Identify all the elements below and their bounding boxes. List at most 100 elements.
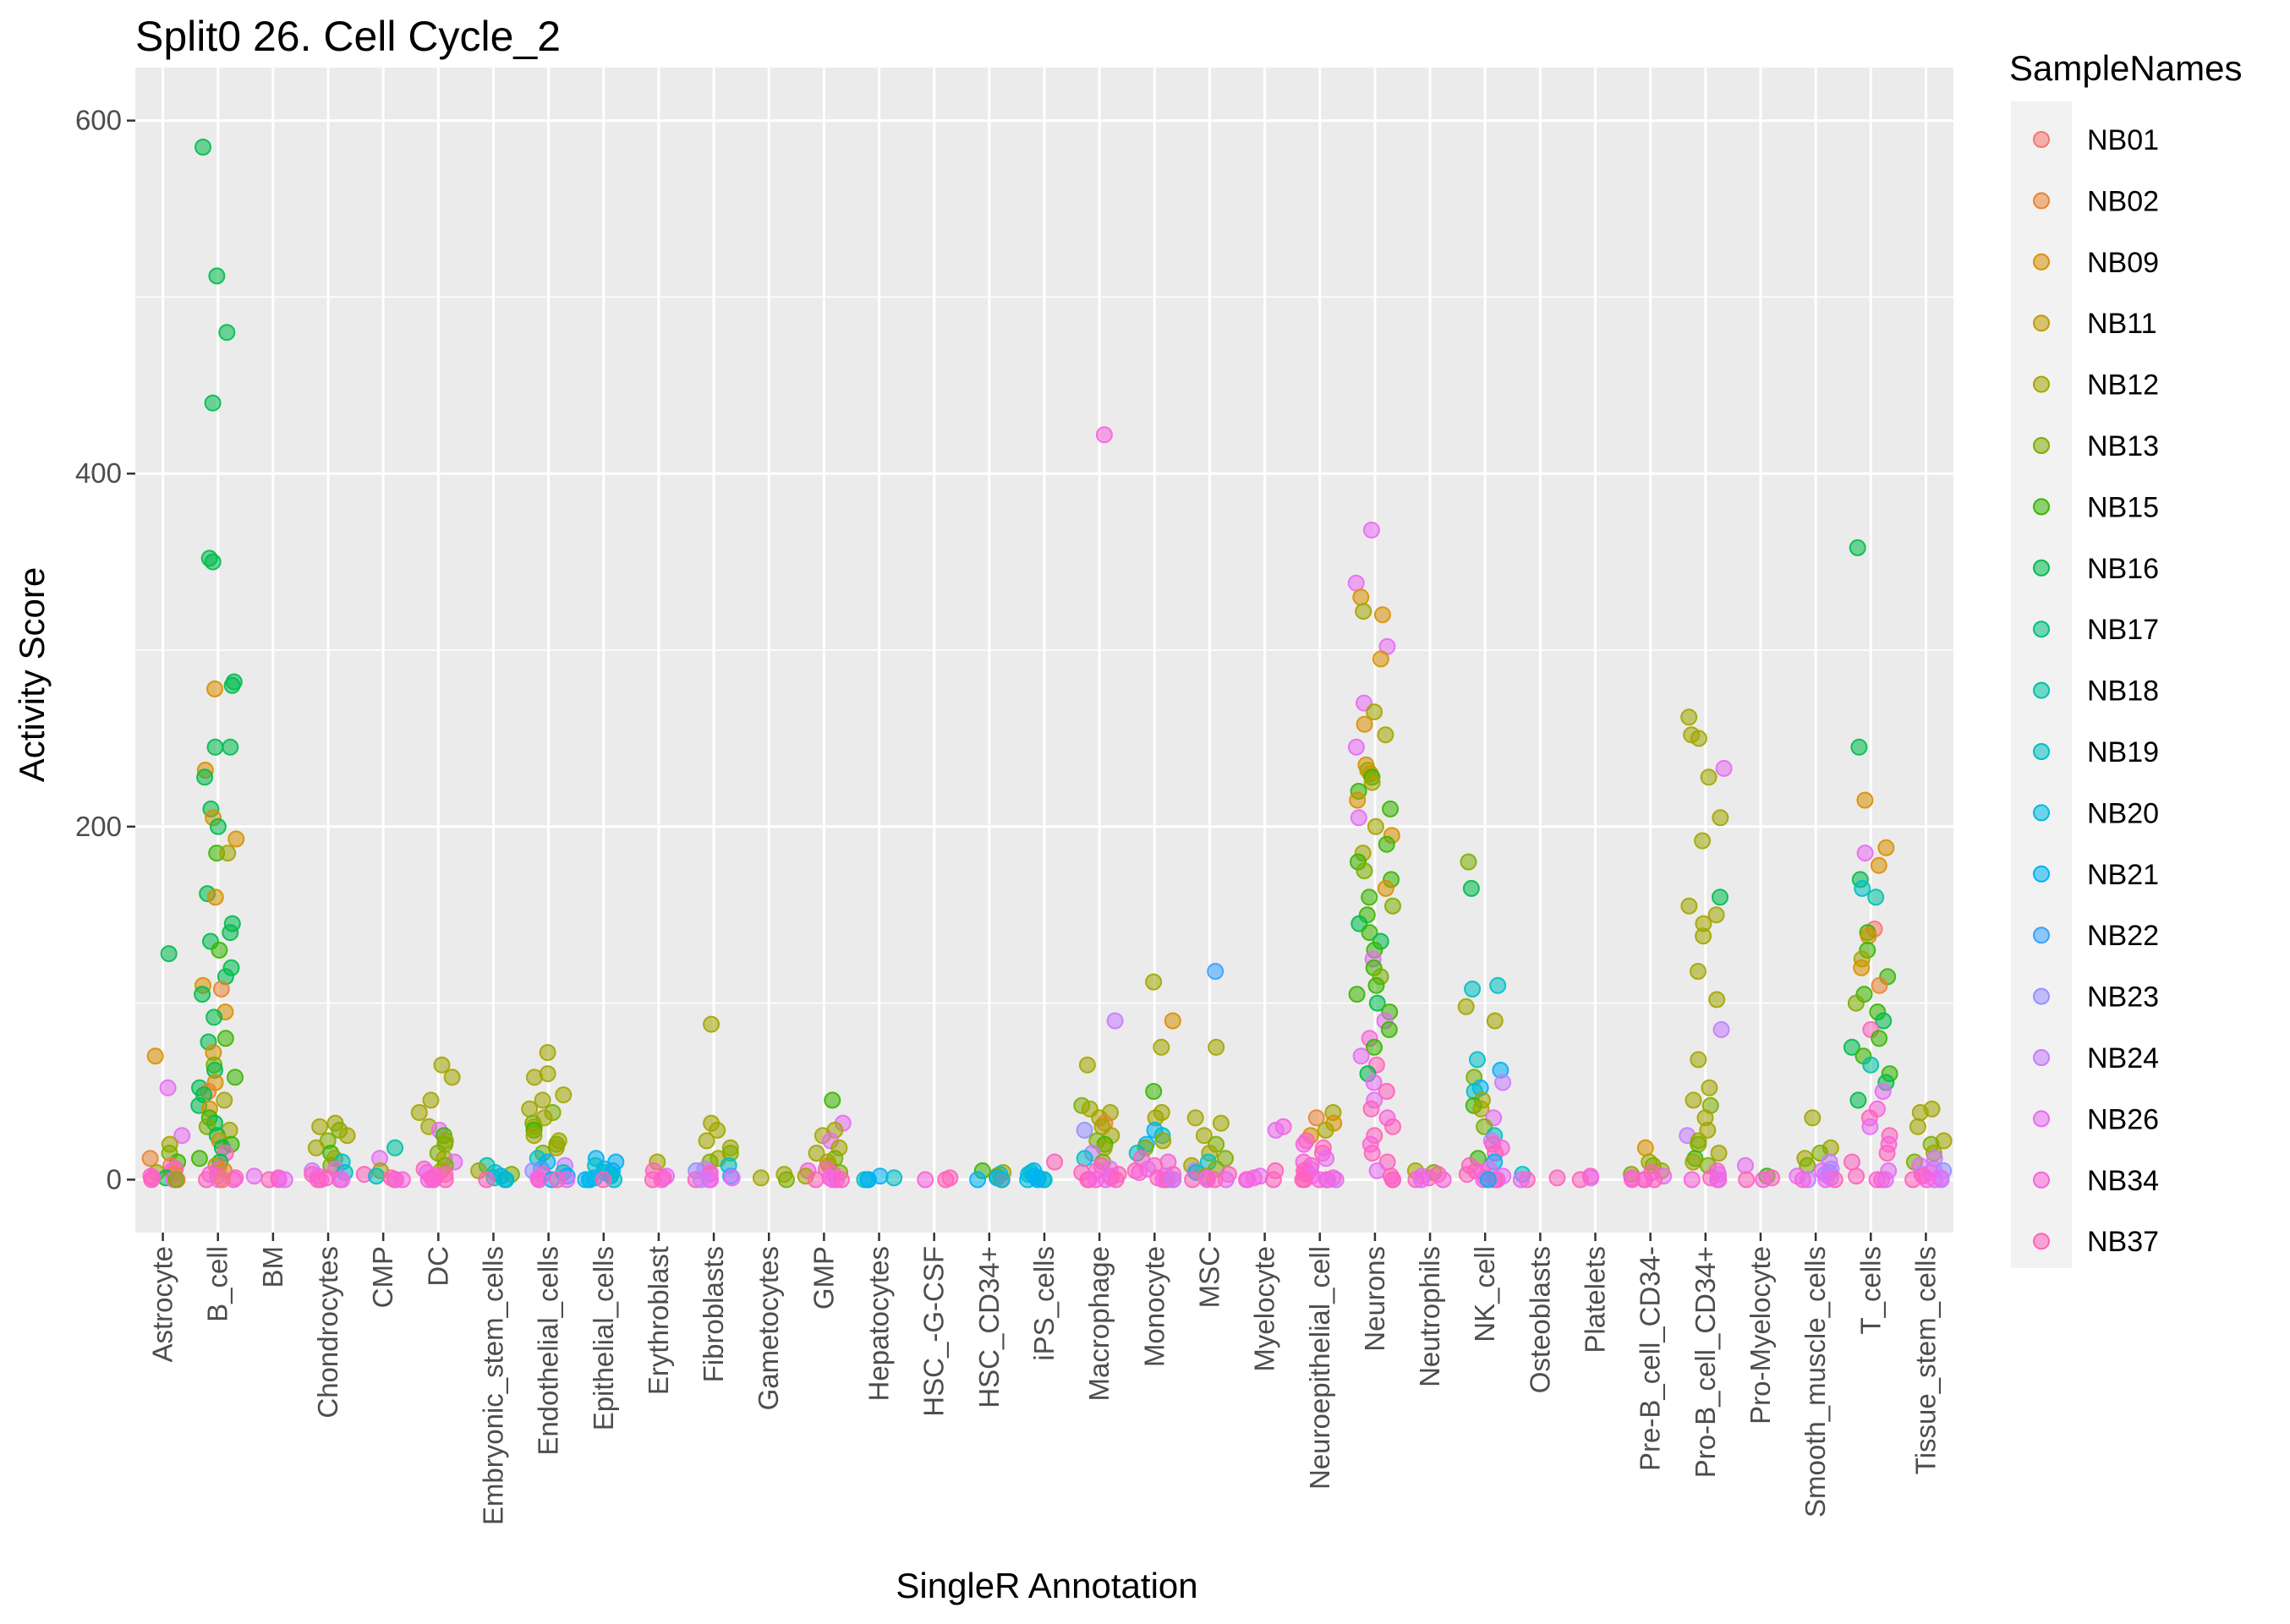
- data-point: [1352, 1047, 1370, 1065]
- data-point: [644, 1171, 661, 1189]
- data-point: [1850, 738, 1868, 756]
- data-point: [222, 924, 239, 942]
- data-point: [393, 1171, 411, 1189]
- data-point: [276, 1171, 293, 1189]
- data-point: [1794, 1171, 1811, 1189]
- data-point: [1145, 973, 1163, 991]
- data-point: [194, 139, 211, 156]
- legend-key: [2033, 314, 2050, 332]
- data-point: [539, 1044, 556, 1061]
- data-point: [1690, 1051, 1707, 1069]
- data-point: [1878, 1145, 1896, 1162]
- data-point: [885, 1169, 903, 1187]
- data-point: [1347, 738, 1365, 756]
- legend-label: NB20: [2087, 797, 2159, 829]
- data-point: [1366, 703, 1383, 721]
- data-point: [937, 1171, 955, 1189]
- data-point: [525, 1127, 543, 1145]
- x-tick-label: Myelocyte: [1249, 1246, 1280, 1372]
- data-point: [1695, 927, 1712, 945]
- data-point: [1494, 1074, 1512, 1091]
- data-point: [1877, 839, 1895, 856]
- data-point: [807, 1171, 825, 1189]
- data-point: [1153, 1038, 1170, 1056]
- data-point: [1352, 588, 1370, 606]
- x-tick-label: MSC: [1193, 1246, 1224, 1308]
- data-point: [222, 738, 239, 756]
- data-point: [1164, 1012, 1181, 1030]
- x-tick-label: Pro-Myelocyte: [1745, 1246, 1776, 1424]
- x-tick-label: Tissue_stem_cells: [1909, 1246, 1941, 1474]
- y-tick-label: 0: [107, 1163, 122, 1195]
- data-point: [1412, 1171, 1430, 1189]
- x-tick-label: B_cell: [202, 1246, 233, 1322]
- data-point: [245, 1167, 263, 1185]
- data-point: [1708, 991, 1726, 1009]
- x-tick-label: Neuroepithelial_cell: [1304, 1246, 1335, 1490]
- legend-label: NB37: [2087, 1226, 2159, 1258]
- legend-key: [2033, 375, 2050, 393]
- data-point: [1384, 1118, 1401, 1135]
- legend-key: [2033, 498, 2050, 516]
- data-point: [1849, 1091, 1867, 1109]
- data-point: [206, 889, 224, 906]
- data-point: [1862, 1056, 1880, 1074]
- data-point: [1635, 1171, 1653, 1189]
- data-point: [1709, 1171, 1726, 1189]
- data-point: [1861, 1118, 1879, 1135]
- x-axis-title: SingleR Annotation: [896, 1566, 1197, 1605]
- legend-key: [2033, 621, 2050, 638]
- data-point: [1264, 1171, 1282, 1189]
- data-point: [212, 980, 230, 998]
- grid-layer: [135, 68, 1953, 1233]
- data-point: [1458, 1166, 1476, 1184]
- y-tick-label: 600: [75, 105, 122, 136]
- data-point: [1690, 730, 1707, 747]
- data-point: [1904, 1171, 1922, 1189]
- x-tick-label: Embryonic_stem_cells: [477, 1246, 508, 1525]
- legend: SampleNames NB01 NB02 NB09 NB11 NB12 NB13 NB15…: [2009, 48, 2242, 1268]
- data-point: [1186, 1109, 1204, 1127]
- data-point: [1690, 963, 1707, 980]
- data-point: [1307, 1109, 1325, 1127]
- data-point: [1710, 1145, 1728, 1162]
- legend-key: [2033, 681, 2050, 699]
- data-point: [1382, 800, 1400, 817]
- x-tick-label: Endothelial_cells: [533, 1246, 564, 1456]
- legend-key: [2033, 1049, 2050, 1066]
- x-tick-label: Gametocytes: [753, 1246, 784, 1410]
- data-point: [1876, 1171, 1894, 1189]
- data-point: [1356, 715, 1373, 733]
- legend-key: [2033, 437, 2050, 454]
- data-point: [209, 817, 227, 835]
- data-point: [1361, 924, 1378, 942]
- data-point: [808, 1145, 825, 1162]
- legend-items: NB01 NB02 NB09 NB11 NB12 NB13 NB15 NB16 NB17 NB18…: [2033, 124, 2159, 1258]
- legend-key: [2033, 192, 2050, 210]
- data-point: [1317, 1121, 1334, 1139]
- data-point: [709, 1121, 726, 1139]
- legend-title: SampleNames: [2009, 48, 2242, 88]
- data-point: [1844, 1153, 1860, 1171]
- data-point: [223, 676, 241, 694]
- data-point: [206, 680, 223, 697]
- data-point: [205, 1009, 223, 1026]
- data-point: [368, 1167, 386, 1185]
- data-point: [1318, 1171, 1335, 1189]
- data-point: [1029, 1171, 1047, 1189]
- data-point: [1434, 1171, 1452, 1189]
- data-point: [1755, 1171, 1772, 1189]
- data-point: [1909, 1118, 1926, 1135]
- data-point: [833, 1171, 850, 1189]
- data-point: [218, 324, 236, 342]
- data-point: [1853, 959, 1871, 976]
- data-point: [146, 1047, 164, 1065]
- data-point: [1362, 1100, 1380, 1118]
- legend-label: NB18: [2087, 675, 2159, 708]
- data-point: [1378, 835, 1395, 853]
- axis-layer: 0 200 400 600 Astrocyte B_cell BM Chondrocytes C…: [75, 105, 1941, 1525]
- data-point: [333, 1171, 351, 1189]
- data-point: [1871, 976, 1888, 994]
- data-point: [1911, 1104, 1929, 1121]
